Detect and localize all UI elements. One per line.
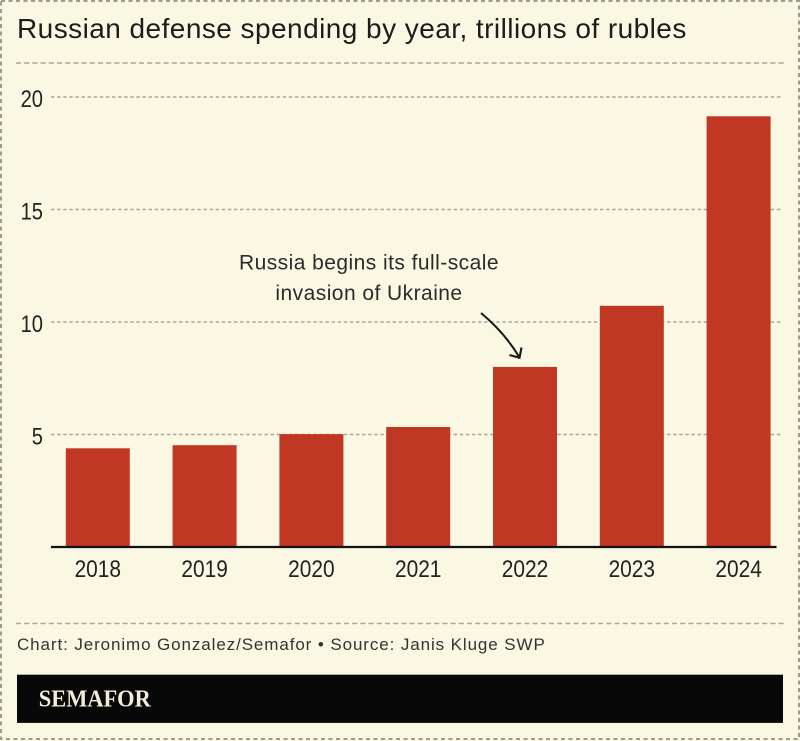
- svg-text:10: 10: [21, 310, 43, 337]
- svg-text:2020: 2020: [288, 556, 334, 583]
- svg-text:20: 20: [21, 85, 43, 112]
- svg-text:2021: 2021: [395, 556, 441, 583]
- svg-text:2022: 2022: [502, 556, 548, 583]
- svg-text:2024: 2024: [715, 556, 761, 583]
- svg-text:Chart: Jeronimo Gonzalez/Semaf: Chart: Jeronimo Gonzalez/Semafor • Sourc…: [17, 635, 546, 654]
- svg-text:invasion of Ukraine: invasion of Ukraine: [275, 282, 462, 305]
- svg-text:5: 5: [32, 423, 43, 450]
- svg-text:SEMAFOR: SEMAFOR: [39, 685, 151, 712]
- svg-text:Russian defense spending by ye: Russian defense spending by year, trilli…: [17, 13, 687, 44]
- svg-text:2019: 2019: [181, 556, 227, 583]
- svg-text:2023: 2023: [609, 556, 655, 583]
- svg-text:Russia begins its full-scale: Russia begins its full-scale: [239, 251, 499, 274]
- svg-text:15: 15: [21, 198, 43, 225]
- svg-text:2018: 2018: [75, 556, 121, 583]
